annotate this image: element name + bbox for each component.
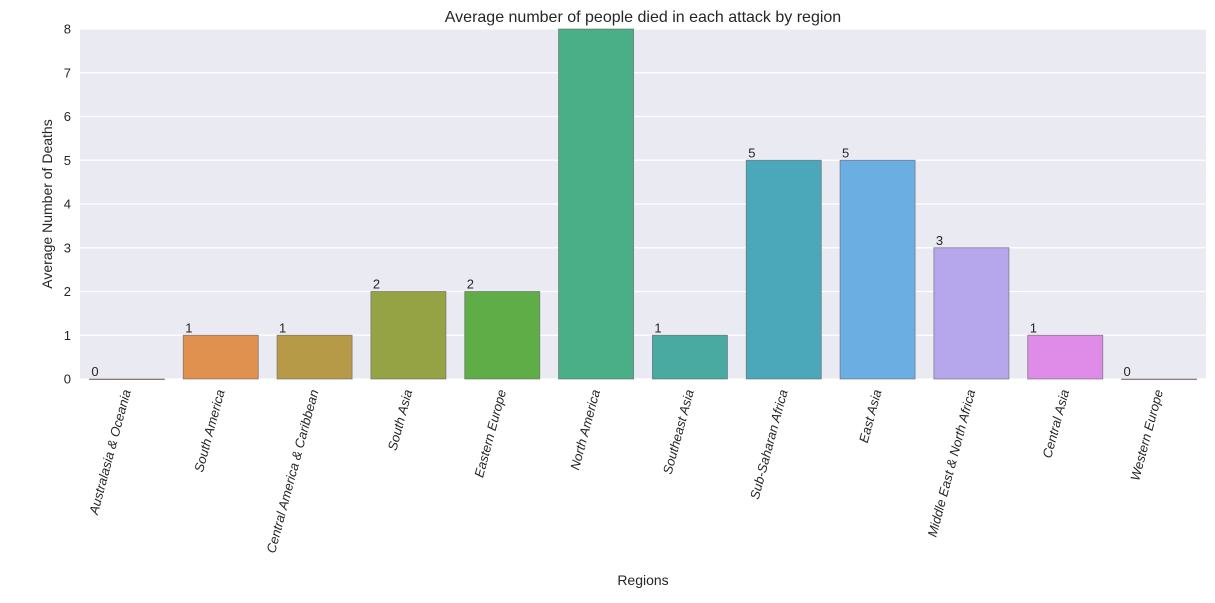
y-tick-label: 3 — [64, 240, 71, 255]
bar — [464, 291, 541, 380]
data-label: 1 — [654, 320, 661, 335]
y-tick-label: 2 — [64, 284, 71, 299]
bar — [88, 378, 165, 381]
data-label: 3 — [936, 233, 943, 248]
bar — [276, 334, 353, 380]
bar — [839, 159, 916, 380]
bar — [1121, 378, 1198, 381]
x-tick-label: Australasia & Oceania — [86, 388, 134, 517]
x-axis-ticks: Australasia & Oceania South America Centra… — [86, 388, 1166, 555]
bar — [182, 334, 259, 380]
data-label: 2 — [467, 277, 474, 292]
bar — [370, 291, 447, 380]
y-tick-label: 8 — [64, 22, 71, 37]
data-label: 1 — [1030, 320, 1037, 335]
bar — [558, 28, 635, 380]
x-tick-label: Southeast Asia — [660, 388, 697, 476]
x-tick-label: Eastern Europe — [471, 388, 509, 479]
x-tick-label: Sub-Saharan Africa — [747, 388, 791, 501]
x-tick-label: East Asia — [856, 388, 885, 444]
x-tick-label: Central America & Caribbean — [263, 388, 321, 555]
x-tick-label: South America — [191, 388, 227, 474]
bar — [1027, 334, 1104, 380]
x-tick-label: Western Europe — [1127, 388, 1166, 482]
x-axis-label: Regions — [617, 572, 668, 588]
data-label: 0 — [1124, 364, 1131, 379]
y-tick-label: 6 — [64, 109, 71, 124]
data-label: 5 — [748, 145, 755, 160]
bar — [651, 334, 728, 380]
chart-title: Average number of people died in each at… — [445, 9, 841, 26]
y-tick-label: 5 — [64, 153, 71, 168]
data-label: 2 — [373, 277, 380, 292]
x-tick-label: South Asia — [385, 388, 416, 452]
y-tick-label: 0 — [64, 372, 71, 387]
y-axis-ticks: 0 1 2 3 4 5 6 7 8 — [64, 22, 71, 387]
y-tick-label: 7 — [64, 65, 71, 80]
y-tick-label: 4 — [64, 197, 71, 212]
x-tick-label: Central Asia — [1039, 388, 1072, 460]
data-label: 1 — [279, 320, 286, 335]
data-label: 5 — [842, 145, 849, 160]
bar — [745, 159, 822, 380]
y-axis-label: Average Number of Deaths — [39, 119, 55, 288]
bar — [933, 247, 1010, 380]
y-tick-label: 1 — [64, 328, 71, 343]
data-label: 1 — [185, 320, 192, 335]
data-labels: 0 1 1 2 2 1 5 5 3 1 0 — [91, 145, 1130, 379]
gridlines — [80, 28, 1206, 380]
data-label: 0 — [91, 364, 98, 379]
bars — [88, 28, 1198, 381]
x-tick-label: North America — [567, 388, 603, 472]
x-tick-label: Middle East & North Africa — [924, 388, 978, 539]
